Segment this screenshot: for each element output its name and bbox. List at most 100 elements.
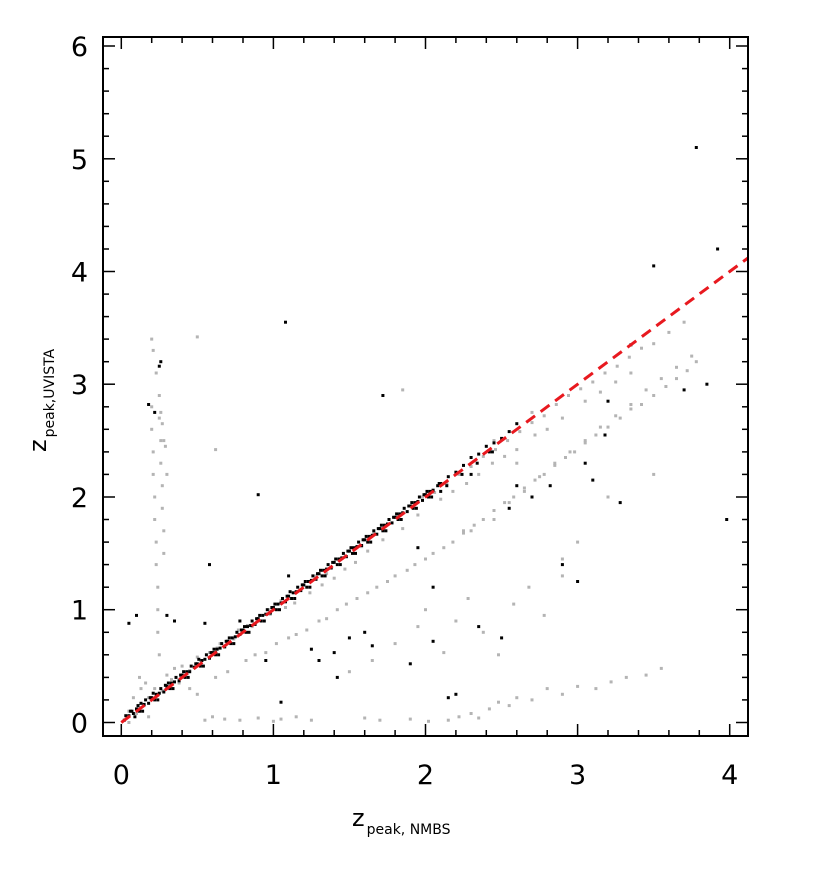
y-tick-label: 1: [71, 596, 88, 627]
gray-point: [139, 687, 143, 691]
black-point: [290, 597, 294, 600]
black-point: [243, 625, 246, 629]
black-point: [316, 572, 319, 576]
black-point: [255, 617, 259, 621]
black-point: [194, 662, 198, 666]
black-point: [402, 506, 406, 510]
gray-point: [347, 670, 351, 674]
gray-point: [462, 531, 465, 535]
black-point: [239, 628, 243, 632]
gray-point: [503, 501, 507, 505]
black-point: [156, 698, 160, 702]
gray-point: [354, 560, 357, 564]
gray-point: [492, 439, 496, 443]
black-point: [303, 580, 307, 583]
black-point: [163, 683, 167, 687]
gray-point: [154, 563, 158, 567]
black-point: [366, 540, 370, 544]
x-tick-label: 1: [265, 760, 282, 791]
gray-point: [538, 475, 542, 479]
gray-point: [162, 529, 166, 533]
black-point: [475, 461, 479, 465]
gray-point: [497, 700, 500, 704]
black-point: [262, 619, 266, 623]
black-point: [490, 450, 494, 454]
gray-point: [606, 495, 610, 499]
black-point: [422, 493, 426, 497]
y-axis-tick-labels: 0 1 2 3 4 5 6: [71, 32, 88, 740]
gray-point: [271, 719, 275, 723]
gray-point: [515, 696, 519, 700]
black-point: [238, 619, 242, 623]
gray-point: [159, 439, 163, 443]
black-point: [477, 625, 481, 629]
black-point: [378, 527, 382, 531]
gray-point: [274, 642, 278, 646]
gray-point: [344, 602, 348, 606]
black-point: [203, 657, 207, 661]
gray-point: [568, 450, 572, 454]
black-point: [188, 670, 192, 674]
gray-point: [157, 394, 161, 397]
black-point: [136, 704, 140, 708]
gray-point: [640, 403, 643, 406]
x-axis-label-main: z: [352, 804, 365, 832]
y-axis-label: z peak,UVISTA: [24, 348, 58, 452]
black-point: [487, 450, 491, 454]
gray-point: [583, 439, 587, 443]
gray-point: [445, 482, 449, 485]
gray-point: [554, 403, 558, 406]
y-tick-label: 5: [71, 145, 88, 176]
y-tick-label: 2: [71, 483, 88, 514]
gray-point: [147, 715, 151, 719]
black-point: [305, 585, 309, 589]
black-point: [306, 580, 310, 583]
black-point: [583, 461, 587, 465]
gray-point: [195, 335, 199, 339]
gray-point: [188, 687, 192, 691]
gray-point: [522, 489, 526, 493]
gray-point: [177, 681, 181, 685]
gray-point: [335, 608, 339, 612]
gray-point: [492, 509, 496, 512]
gray-point: [530, 421, 534, 425]
x-axis-label-sub: peak, NMBS: [367, 822, 451, 838]
black-point: [576, 580, 580, 583]
gray-point: [542, 472, 546, 476]
black-point: [171, 687, 175, 691]
gray-point: [530, 410, 534, 414]
gray-point: [497, 653, 500, 657]
black-point: [323, 574, 327, 578]
black-point: [387, 518, 391, 521]
black-point: [173, 680, 176, 684]
black-point: [317, 659, 321, 662]
black-point: [548, 484, 552, 488]
gray-point: [314, 574, 318, 578]
gray-point: [579, 387, 583, 391]
gray-point: [481, 518, 485, 521]
gray-point: [629, 407, 633, 411]
black-point: [300, 583, 304, 587]
black-point: [284, 320, 287, 324]
gray-point: [583, 441, 587, 445]
gray-point: [615, 364, 619, 368]
gray-point: [165, 472, 169, 476]
gray-point: [451, 540, 455, 544]
y-tick-label: 3: [71, 370, 88, 401]
gray-point: [652, 342, 656, 346]
gray-point: [163, 444, 167, 448]
black-point: [431, 585, 435, 589]
black-point: [208, 563, 211, 567]
black-point: [215, 647, 219, 651]
gray-point: [309, 718, 313, 722]
gray-point: [264, 651, 268, 655]
gray-point: [564, 456, 567, 459]
gray-point: [481, 630, 485, 634]
gray-point: [527, 585, 531, 589]
black-point: [261, 613, 265, 617]
gray-point: [416, 513, 420, 517]
black-point: [379, 523, 383, 527]
black-point: [197, 657, 201, 661]
black-point: [165, 613, 169, 617]
black-point: [414, 506, 418, 510]
